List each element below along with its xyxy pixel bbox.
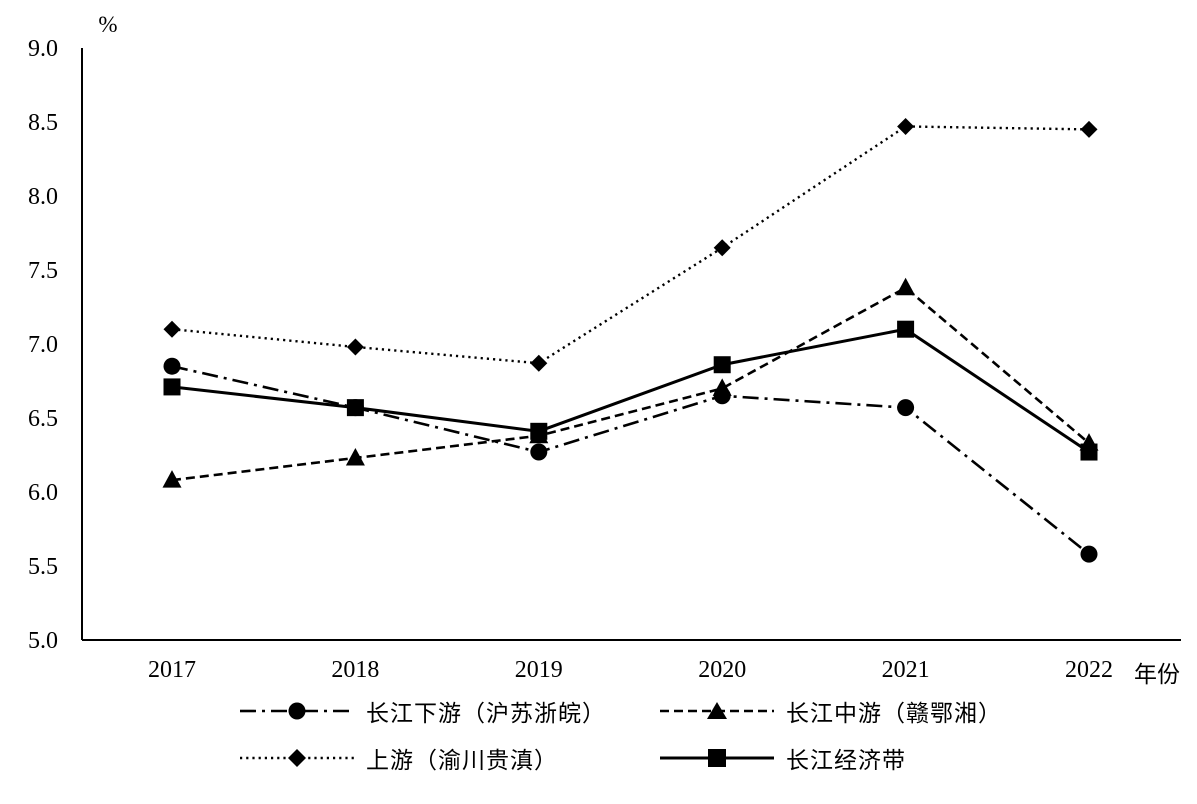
svg-text:8.0: 8.0: [28, 184, 58, 210]
legend-label-economic-belt: 长江经济带: [786, 748, 906, 773]
svg-text:8.5: 8.5: [28, 110, 58, 136]
svg-text:7.0: 7.0: [28, 332, 58, 358]
svg-text:2019: 2019: [515, 657, 563, 683]
dashed-triangle-sample-icon: [660, 702, 774, 719]
solid-square-sample-icon: [660, 749, 774, 767]
legend-item-midstream: 长江中游（赣鄂湘）: [658, 694, 1068, 728]
svg-text:2020: 2020: [698, 657, 746, 683]
legend-label-upstream: 上游（渝川贵滇）: [366, 748, 558, 773]
svg-text:6.0: 6.0: [28, 480, 58, 506]
dashdot-circle-sample-icon: [240, 702, 354, 720]
svg-text:2017: 2017: [148, 657, 196, 683]
legend-label-midstream: 长江中游（赣鄂湘）: [786, 701, 1002, 726]
dotted-diamond-sample-icon: [240, 749, 354, 767]
svg-text:7.5: 7.5: [28, 258, 58, 284]
legend-label-downstream: 长江下游（沪苏浙皖）: [366, 701, 606, 726]
chart-legend: 长江下游（沪苏浙皖） 长江中游（赣鄂湘） 上游（渝川贵滇） 长江经济带: [238, 694, 1068, 775]
svg-text:%: %: [98, 12, 117, 37]
svg-text:2021: 2021: [882, 657, 930, 683]
svg-text:5.0: 5.0: [28, 628, 58, 654]
legend-item-downstream: 长江下游（沪苏浙皖）: [238, 694, 658, 728]
svg-text:9.0: 9.0: [28, 36, 58, 62]
legend-item-upstream: 上游（渝川贵滇）: [238, 741, 658, 775]
svg-text:2022: 2022: [1065, 657, 1113, 683]
svg-text:6.5: 6.5: [28, 406, 58, 432]
svg-text:5.5: 5.5: [28, 554, 58, 580]
svg-text:年份: 年份: [1134, 662, 1180, 687]
legend-item-economic-belt: 长江经济带: [658, 741, 1068, 775]
svg-text:2018: 2018: [331, 657, 379, 683]
